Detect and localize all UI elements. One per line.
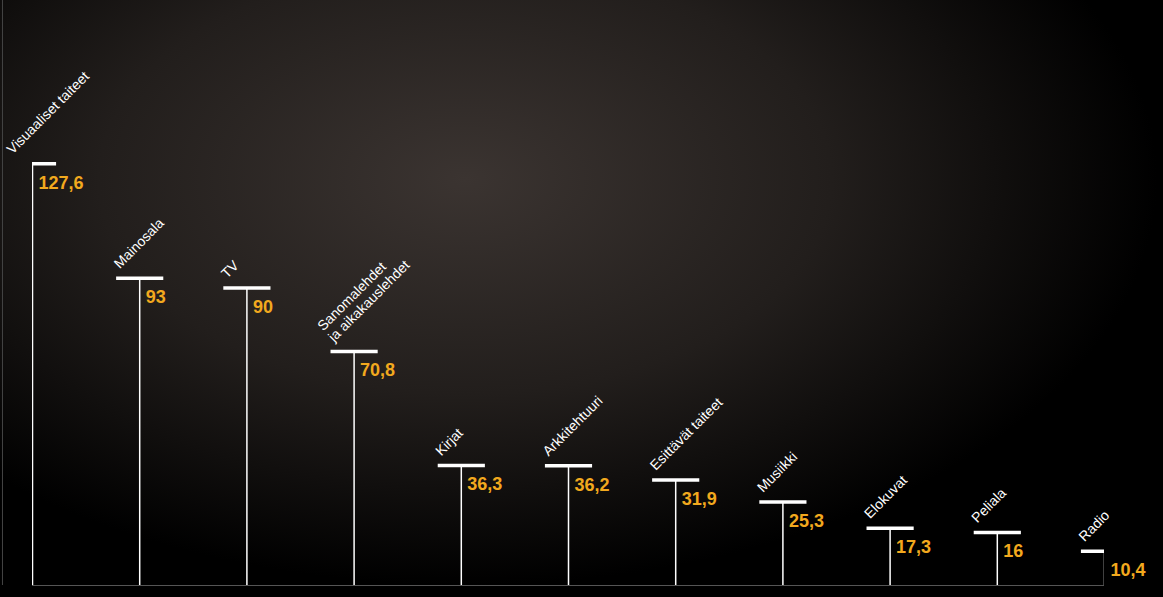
svg-text:16: 16 [1003,541,1023,561]
svg-text:31,9: 31,9 [682,489,717,509]
svg-text:Sanomalehdetja aikakauslehdet: Sanomalehdetja aikakauslehdet [313,246,412,345]
svg-text:Mainosala: Mainosala [111,215,168,272]
svg-text:Arkkitehtuuri: Arkkitehtuuri [539,393,605,459]
svg-text:70,8: 70,8 [360,360,395,380]
svg-text:127,6: 127,6 [39,173,84,193]
svg-text:36,2: 36,2 [575,475,610,495]
svg-text:36,3: 36,3 [467,474,502,494]
svg-text:Musiikki: Musiikki [754,448,801,495]
svg-text:17,3: 17,3 [896,537,931,557]
svg-text:90: 90 [253,297,273,317]
svg-text:TV: TV [218,257,242,281]
svg-text:Elokuvat: Elokuvat [861,472,910,521]
svg-text:Radio: Radio [1075,507,1112,544]
svg-text:Esittävät taiteet: Esittävät taiteet [647,394,726,473]
svg-text:10,4: 10,4 [1111,560,1146,580]
svg-text:93: 93 [146,287,166,307]
svg-text:25,3: 25,3 [789,511,824,531]
svg-text:Kirjat: Kirjat [432,425,466,459]
svg-text:Peliala: Peliala [968,485,1009,526]
svg-text:Visuaaliset taiteet: Visuaaliset taiteet [3,68,92,157]
